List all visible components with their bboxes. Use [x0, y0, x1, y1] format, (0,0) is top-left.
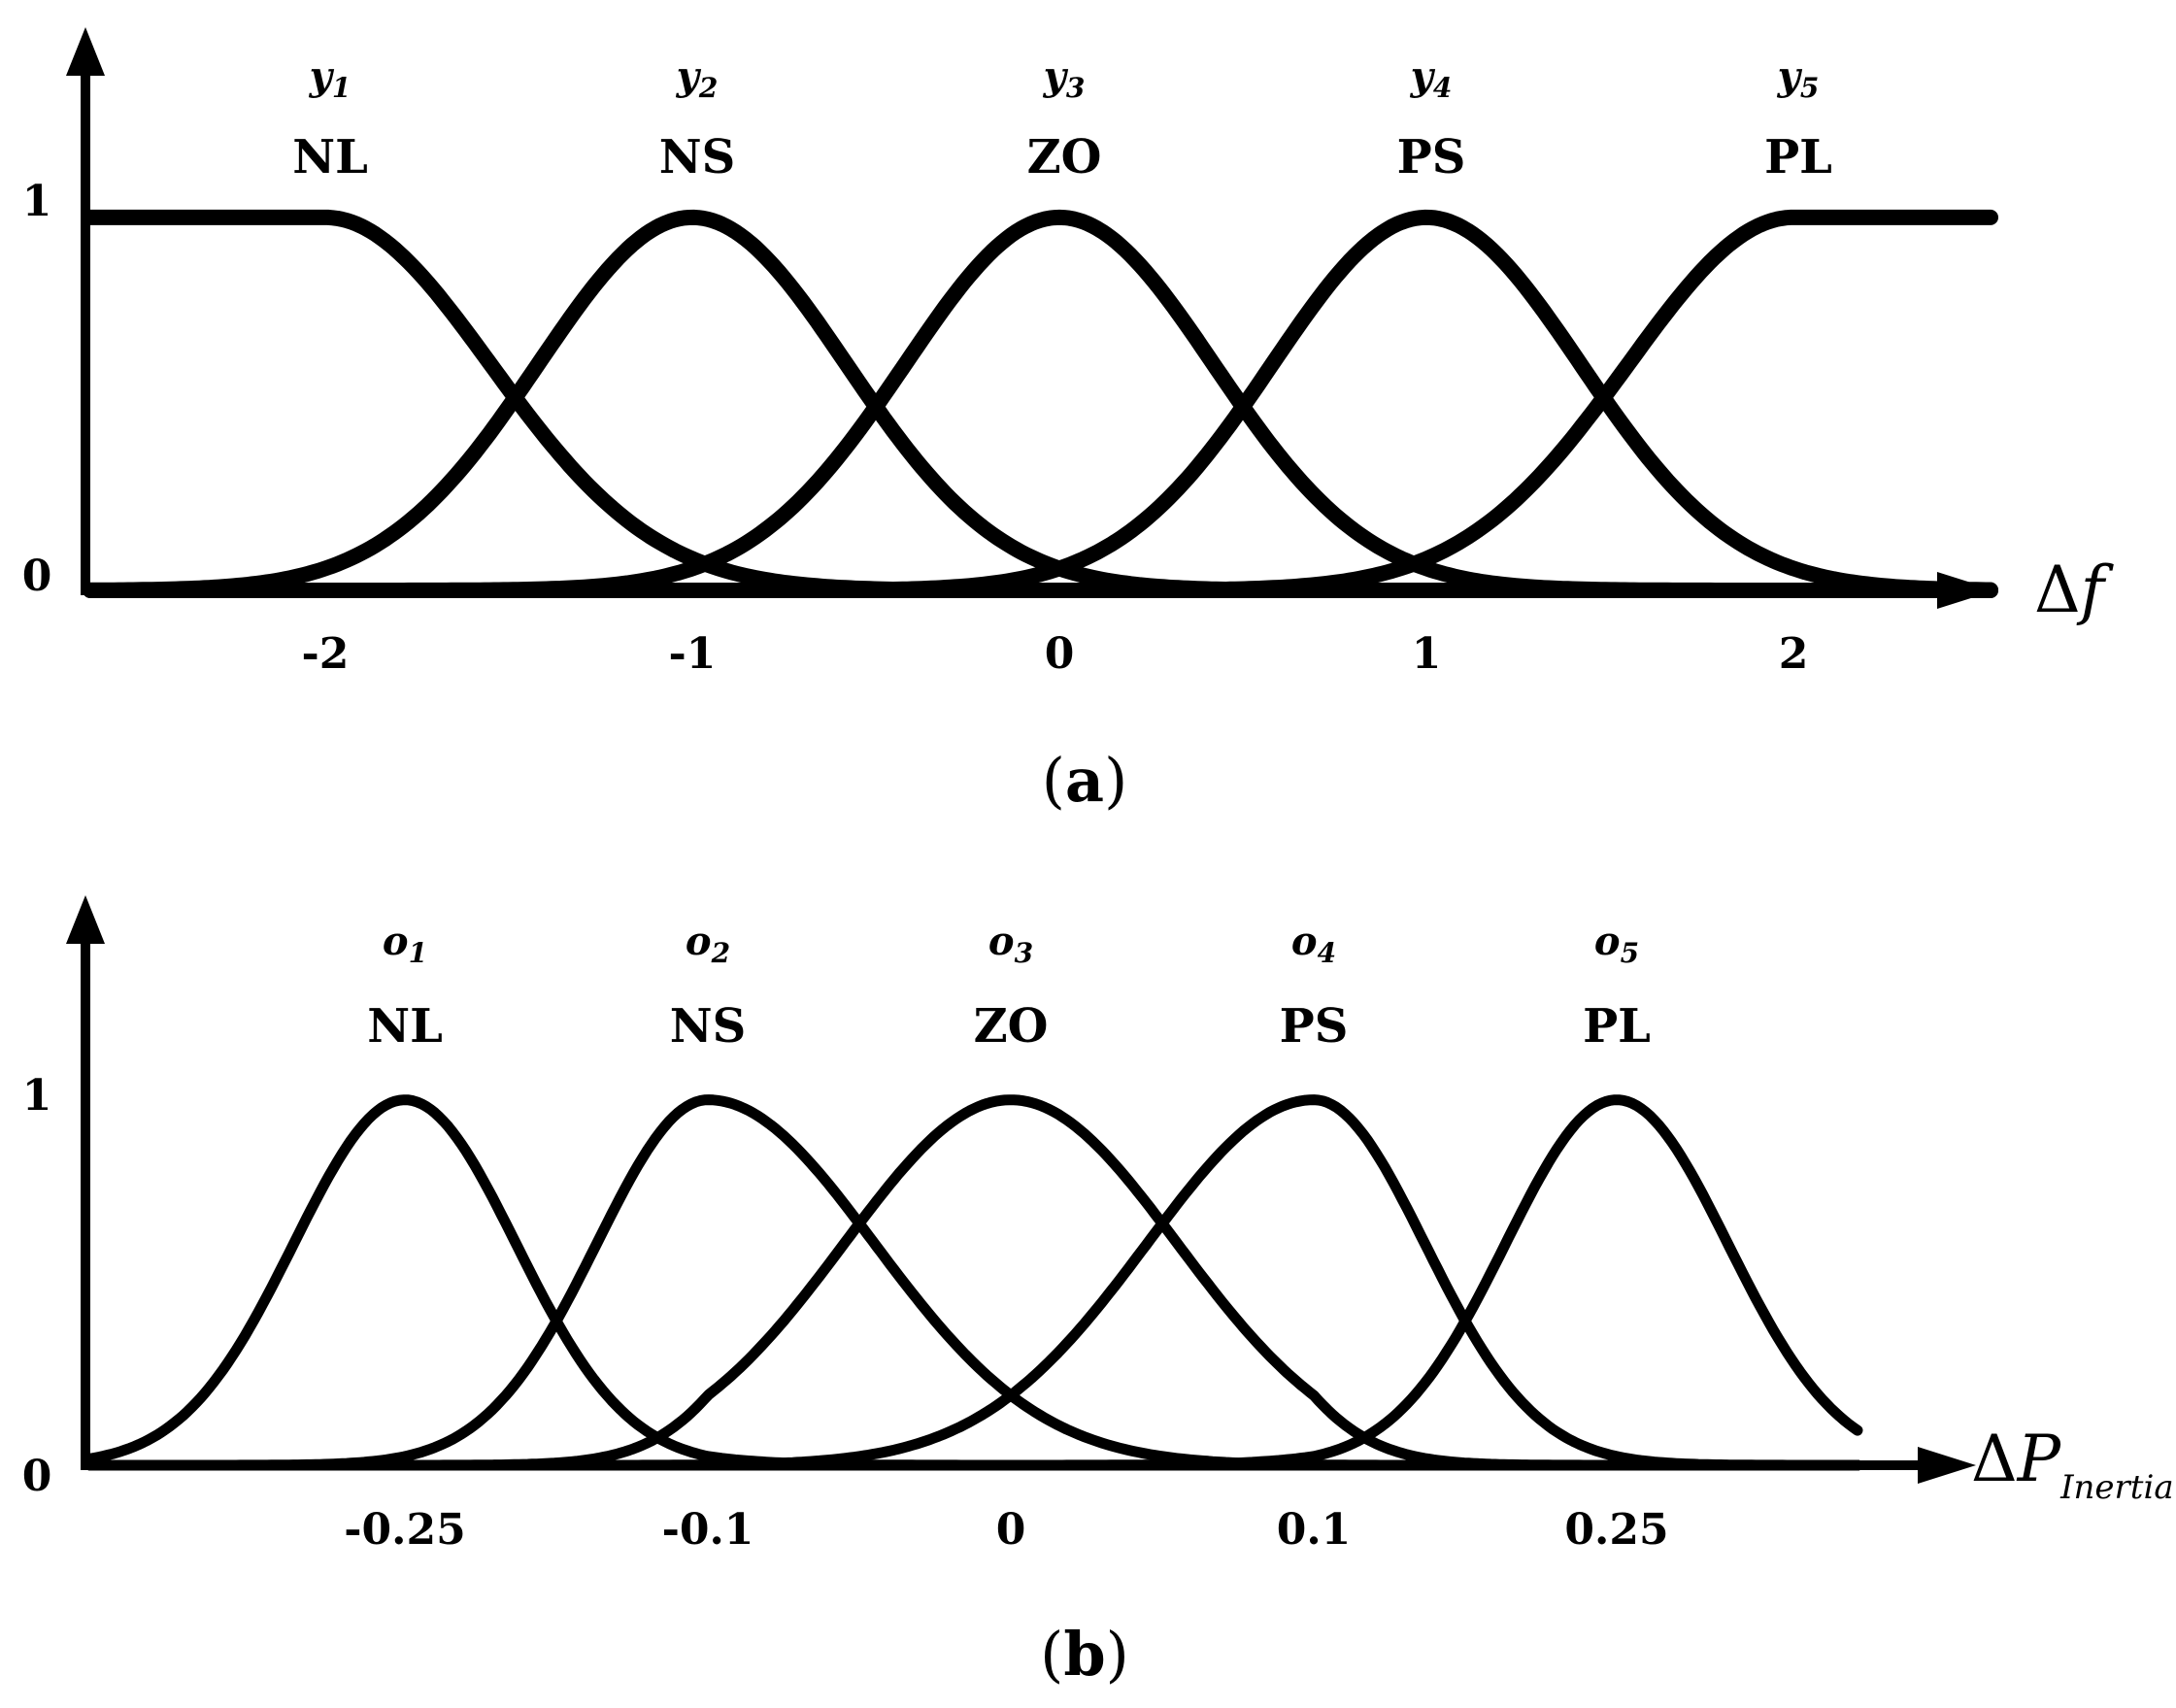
series-label: PS [1280, 999, 1349, 1054]
series-label: PL [1583, 999, 1651, 1054]
series-symbol: y2 [676, 53, 719, 104]
x-tick-label: -2 [302, 629, 350, 679]
x-axis-label: ΔPInertia [1971, 1422, 2174, 1507]
panel-label: (a) [1042, 745, 1128, 816]
series-symbol: y4 [1410, 53, 1453, 104]
series-symbol: o1 [383, 919, 427, 969]
membership-curve-pl [83, 209, 1998, 598]
series-symbol: o3 [988, 919, 1033, 969]
panel-b-chart: 1 0 -0.25 -0.1 0 0.1 0.25 NL o1 NS o2 ZO o3 PS o4 PL o5 Δ… [22, 895, 2174, 1690]
membership-curve-pl [84, 1094, 1863, 1471]
membership-curve-nl [84, 1094, 1863, 1471]
series-label: NS [659, 130, 736, 184]
series-symbol: y1 [309, 53, 352, 104]
series-symbol: y5 [1777, 53, 1820, 104]
y-tick-label: 0 [22, 1452, 52, 1501]
x-tick-label: -0.1 [662, 1505, 754, 1555]
x-tick-label: 2 [1779, 629, 1809, 679]
x-tick-label: 0.1 [1277, 1505, 1352, 1555]
x-axis-label: Δf [2034, 553, 2115, 627]
y-tick-label: 1 [22, 177, 52, 226]
membership-curve-ps [84, 1094, 1863, 1471]
x-tick-label: -1 [669, 629, 717, 679]
y-axis-arrowhead [66, 27, 105, 76]
x-tick-label: -0.25 [344, 1505, 465, 1555]
membership-curve-ns [84, 1094, 1863, 1471]
x-tick-label: 0.25 [1564, 1505, 1668, 1555]
membership-curve-zo [84, 1094, 1863, 1471]
series-label: ZO [1027, 130, 1102, 184]
series-symbol: o2 [686, 919, 730, 969]
series-label: NS [670, 999, 747, 1054]
y-tick-label: 1 [22, 1071, 52, 1121]
series-label: NL [367, 999, 443, 1054]
x-axis-arrowhead [1918, 1447, 1976, 1484]
series-label: PS [1397, 130, 1466, 184]
series-symbol: y3 [1043, 53, 1086, 104]
x-tick-label: 0 [1045, 629, 1075, 679]
x-tick-label: 1 [1412, 629, 1442, 679]
series-label: ZO [974, 999, 1049, 1054]
panel-label: (b) [1040, 1619, 1129, 1690]
x-tick-label: 0 [996, 1505, 1026, 1555]
series-symbol: o5 [1594, 919, 1639, 969]
series-label: NL [292, 130, 368, 184]
y-axis-arrowhead [66, 895, 105, 944]
panel-a-chart: 1 0 -2 -1 0 1 2 NL y1 NS y2 ZO y3 PS y4 PL y5 Δf (a) [22, 27, 2115, 816]
y-tick-label: 0 [22, 552, 52, 601]
series-label: PL [1764, 130, 1832, 184]
series-symbol: o4 [1291, 919, 1336, 969]
